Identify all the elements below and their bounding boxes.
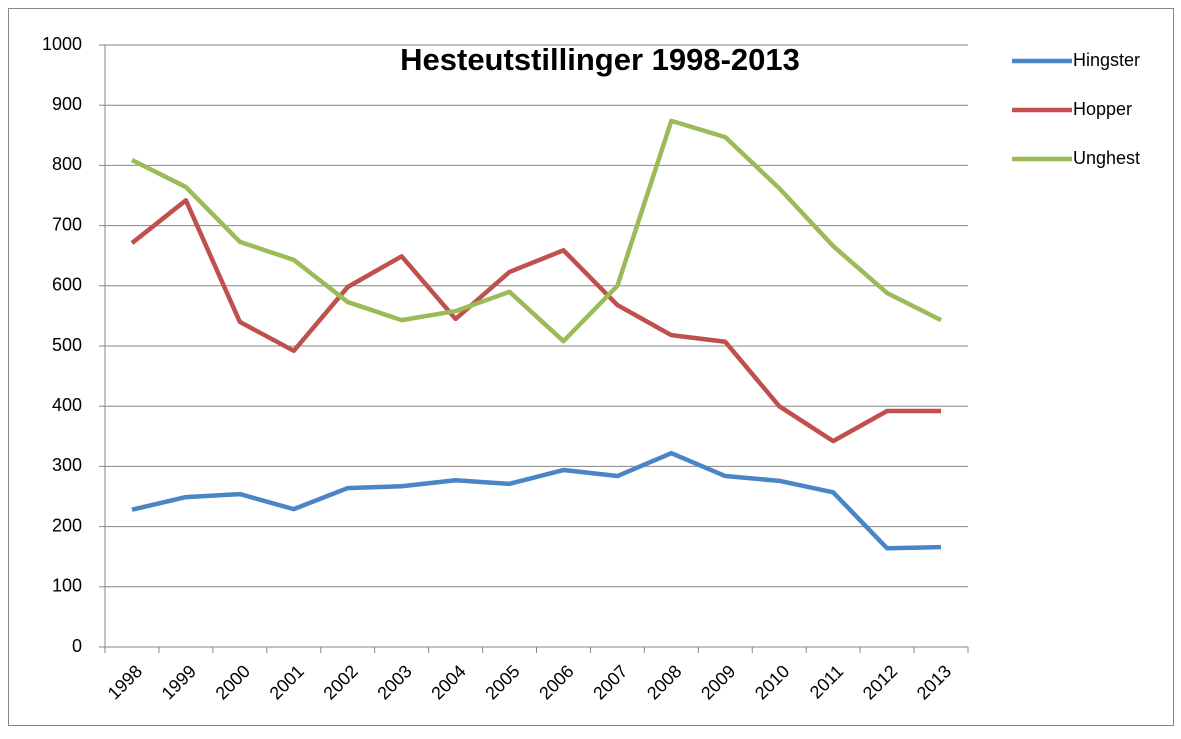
legend-label: Hingster — [1073, 50, 1140, 70]
y-tick-label: 1000 — [42, 34, 82, 54]
series-line — [131, 450, 942, 551]
y-tick-label: 500 — [52, 335, 82, 355]
y-tick-label: 200 — [52, 515, 82, 535]
y-tick-label: 900 — [52, 94, 82, 114]
y-tick-label: 400 — [52, 395, 82, 415]
y-tick-label: 0 — [72, 636, 82, 656]
y-tick-label: 600 — [52, 275, 82, 295]
chart-border — [8, 8, 1174, 726]
legend-label: Unghest — [1073, 148, 1140, 168]
y-tick-label: 100 — [52, 576, 82, 596]
series-line — [130, 198, 942, 444]
y-tick-label: 300 — [52, 455, 82, 475]
series-line — [130, 118, 943, 344]
chart-title: Hesteutstillinger 1998-2013 — [400, 42, 800, 77]
y-tick-label: 700 — [52, 214, 82, 234]
y-tick-label: 800 — [52, 154, 82, 174]
legend-label: Hopper — [1073, 99, 1132, 119]
